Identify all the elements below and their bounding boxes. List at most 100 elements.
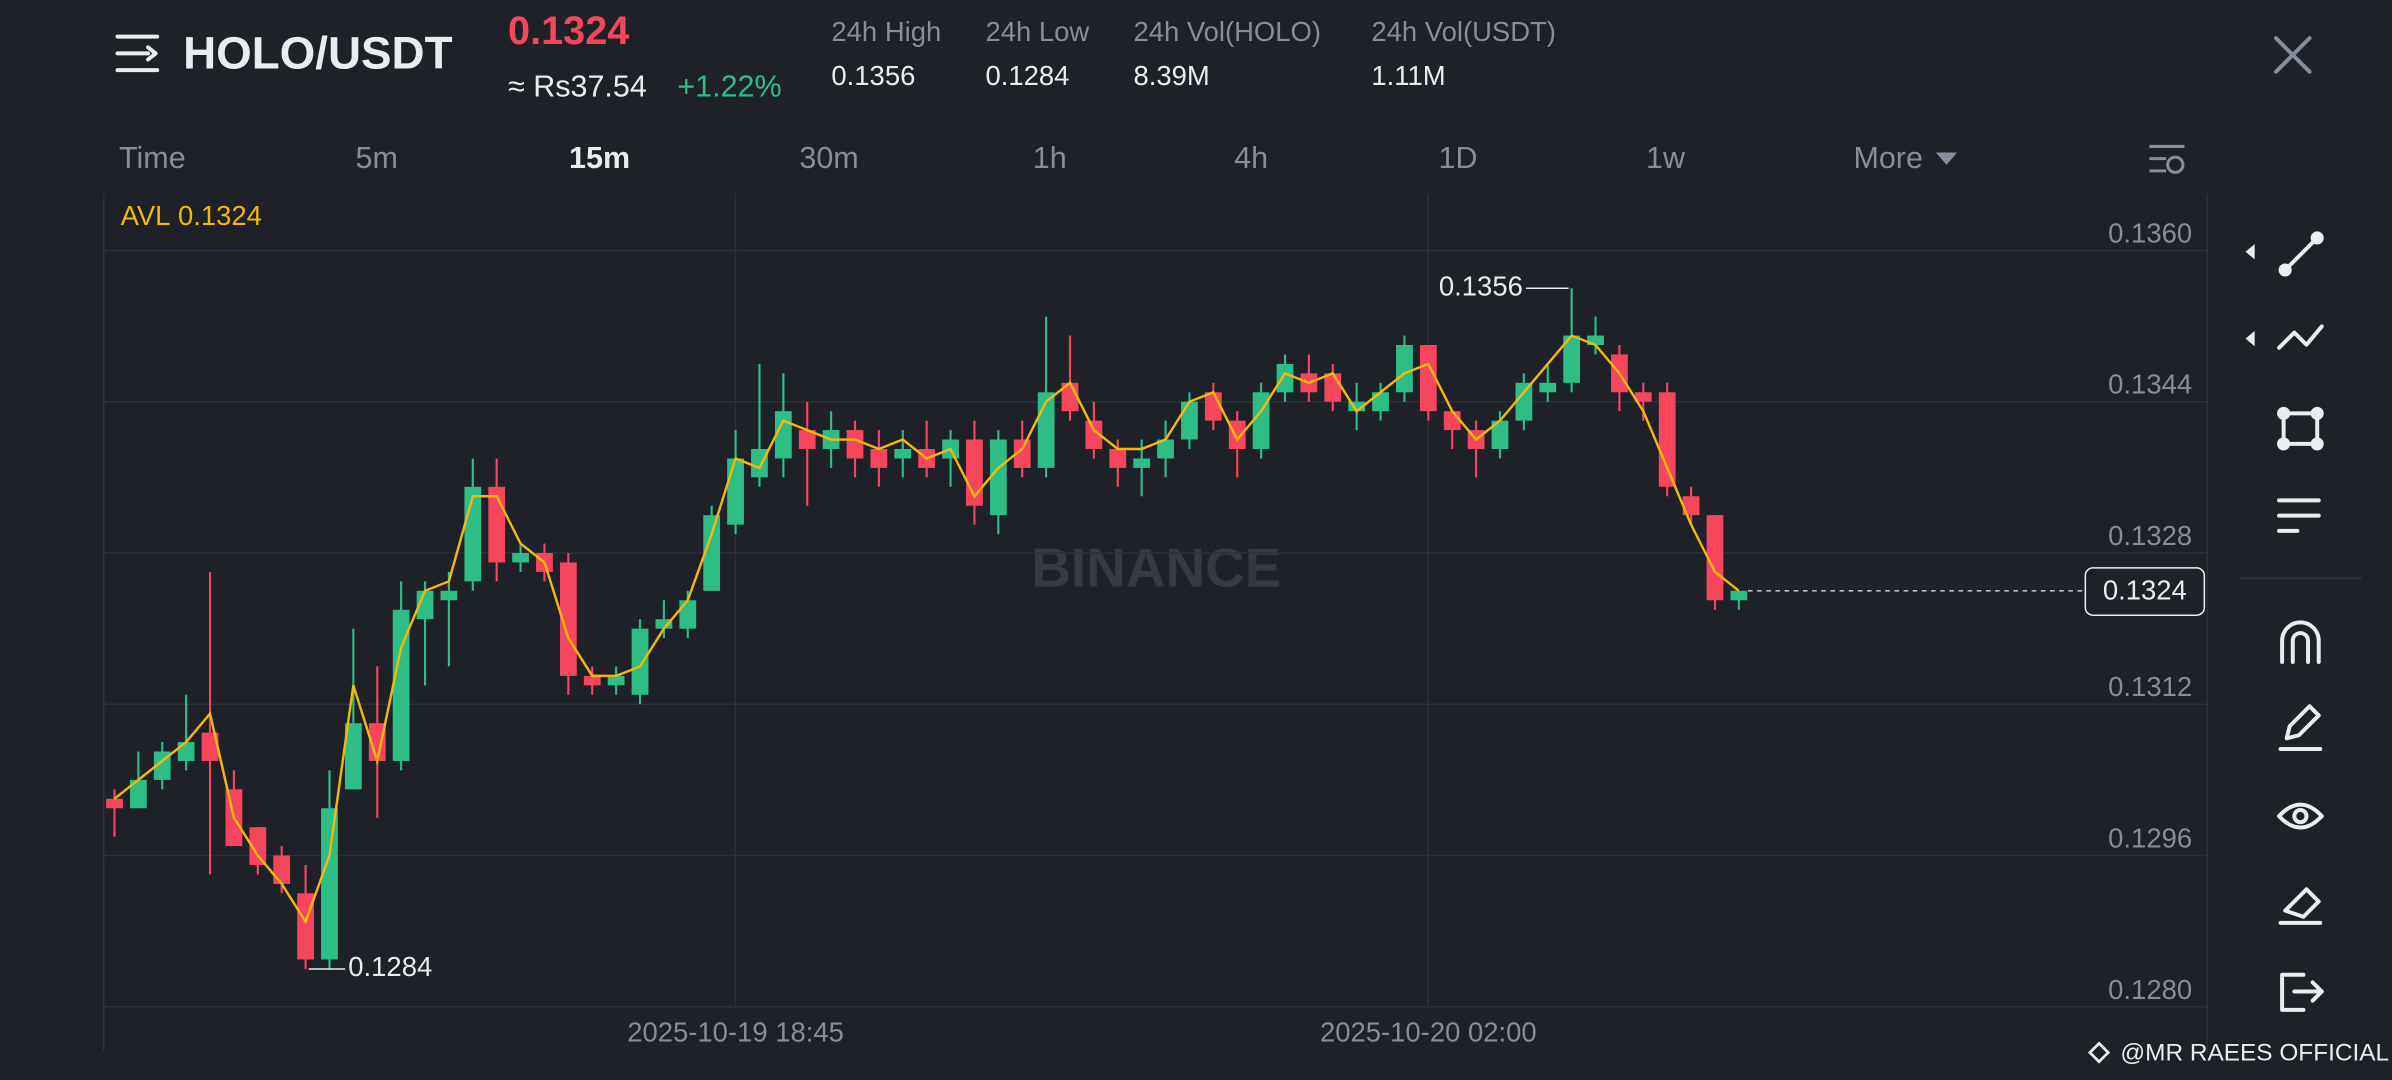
- credit-text: @MR RAEES OFFICIAL: [2120, 1040, 2389, 1067]
- fib-tool[interactable]: [2245, 324, 2324, 350]
- candle-body: [464, 486, 482, 582]
- draw-tool[interactable]: [2278, 704, 2323, 751]
- price: 0.1324: [508, 9, 629, 53]
- interval[interactable]: 4h: [1234, 141, 1268, 175]
- avl-line: [113, 334, 1740, 925]
- candle-body: [1181, 401, 1198, 440]
- dropdown-arrow: [1935, 152, 1958, 165]
- candle-body: [1372, 392, 1389, 412]
- stat-label: 24h Vol(USDT): [1371, 16, 1556, 47]
- interval[interactable]: 1h: [1033, 141, 1067, 175]
- last-price-label: 0.1324: [2103, 575, 2187, 606]
- candle-body: [1706, 515, 1724, 601]
- candle-body: [177, 742, 195, 761]
- candle-body: [989, 439, 1007, 516]
- candle-body: [1396, 344, 1413, 393]
- y-tick-label: 0.1296: [2108, 823, 2192, 854]
- stat-label: 24h Vol(HOLO): [1133, 16, 1321, 47]
- candle-body: [798, 430, 816, 449]
- interval[interactable]: 15m: [569, 141, 630, 175]
- magnet-tool[interactable]: [2280, 620, 2321, 665]
- candle-body: [1419, 344, 1437, 412]
- candle-body: [1228, 420, 1246, 449]
- visibility-tool[interactable]: [2277, 802, 2324, 830]
- candle-body: [440, 590, 458, 601]
- toolbar: [2239, 231, 2362, 1012]
- candle-body: [1587, 335, 1604, 345]
- candle-body: [1658, 392, 1676, 487]
- pair[interactable]: HOLO/USDT: [183, 28, 452, 79]
- exit-tool[interactable]: [2280, 972, 2324, 1012]
- candle-body: [655, 619, 673, 629]
- candle-body: [1133, 458, 1151, 468]
- candle-body: [703, 515, 721, 591]
- candle-body: [201, 732, 219, 761]
- candle-body: [607, 675, 625, 686]
- candle-body: [894, 448, 912, 459]
- interval[interactable]: 1D: [1439, 141, 1478, 175]
- x-tick-label: 2025-10-20 02:00: [1320, 1016, 1537, 1047]
- candle-body: [106, 798, 123, 809]
- candle-body: [249, 827, 267, 865]
- candle-body: [631, 628, 649, 695]
- interval[interactable]: 30m: [799, 141, 858, 175]
- candle-body: [1109, 448, 1127, 468]
- avl-legend: AVL 0.1324: [121, 200, 262, 231]
- y-tick-label: 0.1280: [2108, 974, 2192, 1005]
- candle-body: [273, 855, 291, 884]
- interval-bar: Time 5m 15m 30m 1h 4h 1D 1w More: [119, 141, 1958, 175]
- candle-body: [559, 562, 577, 676]
- candle-body: [1682, 496, 1700, 516]
- stat-value: 8.39M: [1133, 60, 1209, 91]
- interval[interactable]: 5m: [355, 141, 397, 175]
- stat-value: 0.1356: [831, 60, 915, 91]
- candle-body: [1539, 382, 1557, 393]
- y-tick-label: 0.1360: [2108, 217, 2192, 248]
- credit: @MR RAEES OFFICIAL: [2087, 1040, 2389, 1067]
- y-tick-label: 0.1328: [2108, 520, 2192, 551]
- plot: 0.1280 0.1296 0.1312 0.1328 0.1344 0.1360 2025…: [103, 193, 2208, 1047]
- menu-icon[interactable]: [115, 34, 160, 73]
- candle-body: [1276, 363, 1294, 393]
- candle-body: [1013, 439, 1031, 468]
- candle-body: [583, 675, 601, 686]
- candle-body: [321, 808, 338, 960]
- candle-body: [1563, 335, 1581, 383]
- candle-body: [1324, 373, 1342, 402]
- last-price-tag: [2084, 567, 2206, 616]
- interval[interactable]: 1w: [1646, 141, 1686, 175]
- lines-tool[interactable]: [2277, 498, 2321, 533]
- avl-name: AVL: [121, 200, 171, 231]
- close-button[interactable]: [2274, 36, 2312, 74]
- low-label: 0.1284: [348, 951, 432, 982]
- eraser-tool[interactable]: [2278, 887, 2323, 925]
- y-tick-label: 0.1344: [2108, 369, 2192, 400]
- y-tick-label: 0.1312: [2108, 671, 2192, 702]
- interval[interactable]: More: [1853, 141, 1923, 175]
- x-tick-label: 2025-10-19 18:45: [627, 1016, 844, 1047]
- candle-body: [727, 458, 744, 525]
- candle-body: [1157, 439, 1174, 459]
- candle-body: [512, 552, 529, 563]
- high-label: 0.1356: [1439, 271, 1523, 302]
- interval[interactable]: Time: [119, 141, 186, 175]
- stat-label: 24h Low: [985, 16, 1089, 47]
- candle-body: [1348, 401, 1366, 412]
- candle-body: [870, 448, 888, 468]
- chart-settings[interactable]: [2149, 144, 2185, 174]
- shape-tool[interactable]: [2277, 406, 2324, 451]
- candle-body: [846, 430, 864, 459]
- stat-label: 24h High: [831, 16, 941, 47]
- trend-line-tool[interactable]: [2245, 231, 2324, 277]
- candle-body: [129, 779, 147, 809]
- candle-body: [1085, 420, 1103, 449]
- candle-body: [1443, 411, 1461, 431]
- candle-body: [1730, 590, 1748, 601]
- candle-body: [344, 723, 362, 790]
- fiat-price: ≈ Rs37.54: [508, 70, 647, 104]
- candle-body: [1491, 420, 1509, 449]
- avl-value: 0.1324: [178, 200, 262, 231]
- candle-body: [392, 609, 410, 761]
- candle-body: [751, 448, 768, 478]
